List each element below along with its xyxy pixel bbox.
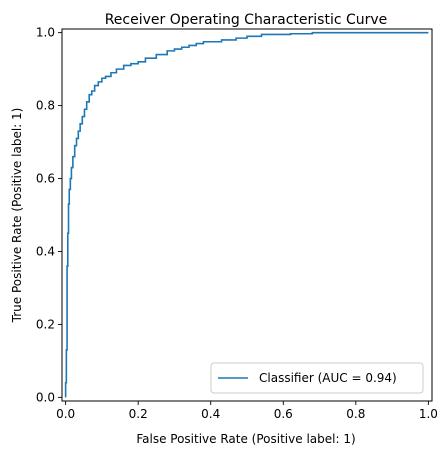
x-tick-label: 0.8 [346, 407, 365, 421]
x-tick-label: 1.0 [419, 407, 438, 421]
y-tick-label: 0.2 [36, 317, 55, 331]
x-tick-label: 0.2 [129, 407, 148, 421]
plot-frame [61, 28, 433, 402]
legend-box [210, 362, 424, 394]
plot-area: 0.0 0.2 0.4 0.6 0.8 1.0 0.0 0.2 0.4 0.6 0.8 1.0 [36, 26, 438, 421]
x-tick-label: 0.0 [56, 407, 75, 421]
y-tick-label: 0.0 [36, 390, 55, 404]
y-axis-label: True Positive Rate (Positive label: 1) [10, 108, 24, 324]
y-axis-ticks: 0.0 0.2 0.4 0.6 0.8 1.0 [36, 26, 62, 404]
roc-curve-line [64, 31, 429, 398]
legend-label: Classifier (AUC = 0.94) [259, 371, 397, 385]
chart-title: Receiver Operating Characteristic Curve [105, 12, 388, 28]
y-tick-label: 1.0 [36, 26, 55, 40]
y-tick-label: 0.4 [36, 244, 55, 258]
x-tick-label: 0.4 [201, 407, 220, 421]
y-tick-label: 0.8 [36, 99, 55, 113]
y-tick-label: 0.6 [36, 172, 55, 186]
x-axis-ticks: 0.0 0.2 0.4 0.6 0.8 1.0 [56, 401, 438, 421]
legend: Classifier (AUC = 0.94) [210, 362, 424, 394]
x-tick-label: 0.6 [274, 407, 293, 421]
x-axis-label: False Positive Rate (Positive label: 1) [136, 432, 355, 446]
